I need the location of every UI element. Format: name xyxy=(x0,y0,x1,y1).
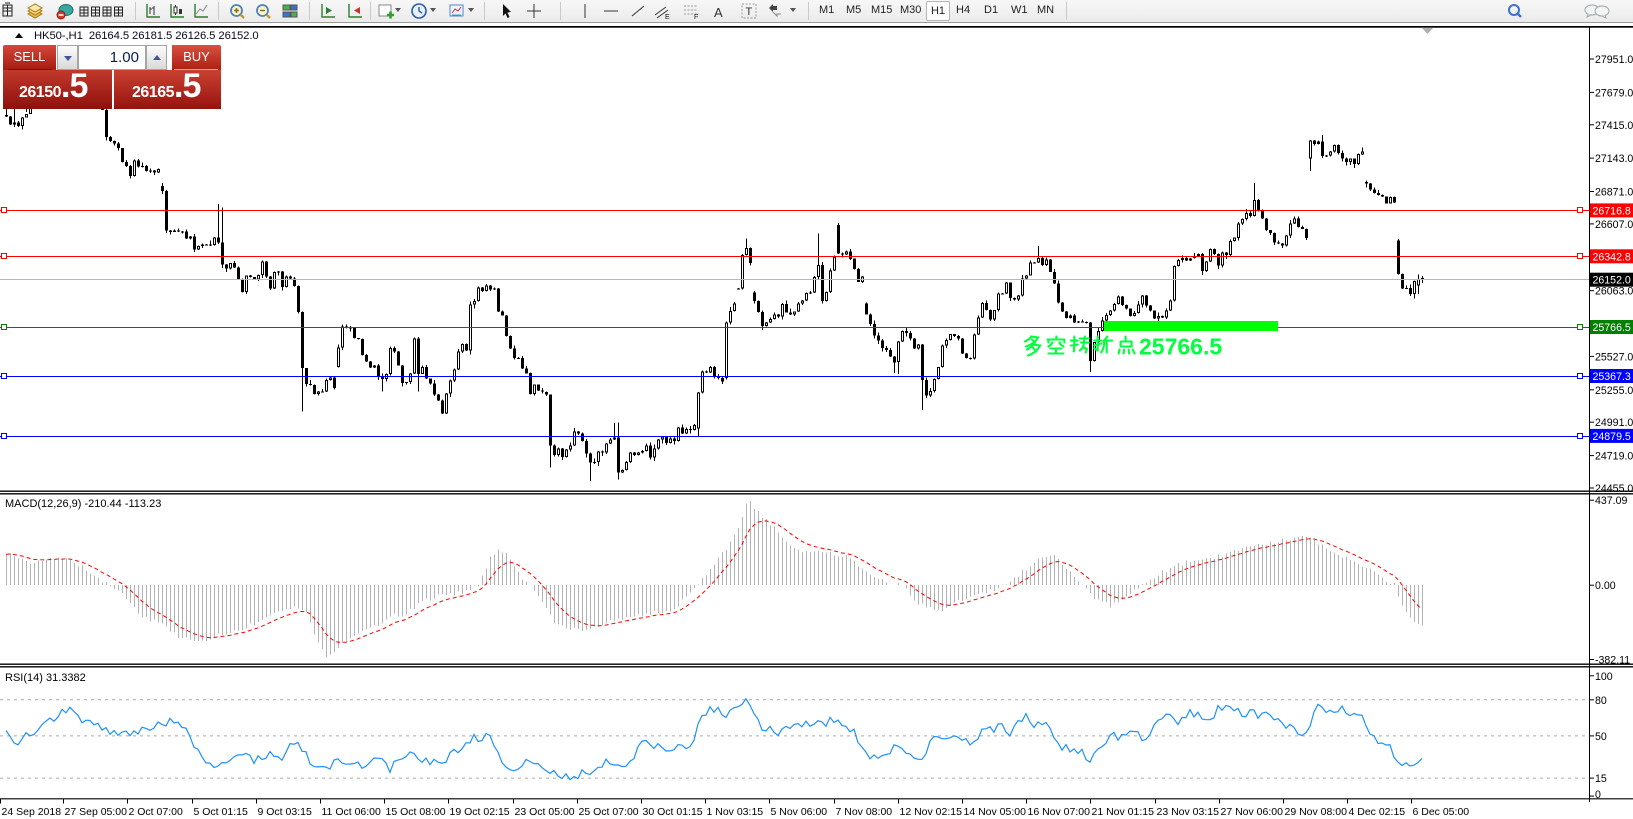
svg-text:16 Nov 07:00: 16 Nov 07:00 xyxy=(1028,806,1091,818)
svg-text:50: 50 xyxy=(1595,731,1607,743)
svg-text:RSI(14) 31.3382: RSI(14) 31.3382 xyxy=(5,672,86,684)
svg-text:12 Nov 02:15: 12 Nov 02:15 xyxy=(900,806,963,818)
svg-text:11 Oct 06:00: 11 Oct 06:00 xyxy=(322,806,382,818)
svg-text:E: E xyxy=(665,14,670,21)
svg-text:27415.0: 27415.0 xyxy=(1595,120,1633,132)
svg-text:F: F xyxy=(694,14,698,21)
svg-text:100: 100 xyxy=(1595,671,1613,683)
svg-text:26607.0: 26607.0 xyxy=(1595,219,1633,231)
svg-text:0: 0 xyxy=(1595,789,1601,801)
svg-text:25527.0: 25527.0 xyxy=(1595,351,1633,363)
svg-text:MACD(12,26,9) -210.44 -113.23: MACD(12,26,9) -210.44 -113.23 xyxy=(5,498,161,510)
svg-text:23 Nov 03:15: 23 Nov 03:15 xyxy=(1157,806,1220,818)
svg-text:15 Oct 08:00: 15 Oct 08:00 xyxy=(386,806,446,818)
svg-text:1 Nov 03:15: 1 Nov 03:15 xyxy=(707,806,764,818)
svg-text:4 Dec 02:15: 4 Dec 02:15 xyxy=(1349,806,1406,818)
svg-text:6 Dec 05:00: 6 Dec 05:00 xyxy=(1413,806,1470,818)
svg-text:0.00: 0.00 xyxy=(1595,580,1616,592)
svg-text:27 Nov 06:00: 27 Nov 06:00 xyxy=(1221,806,1284,818)
svg-text:5 Nov 06:00: 5 Nov 06:00 xyxy=(771,806,828,818)
svg-text:30 Oct 01:15: 30 Oct 01:15 xyxy=(643,806,703,818)
svg-text:27143.0: 27143.0 xyxy=(1595,153,1633,165)
svg-text:19 Oct 02:15: 19 Oct 02:15 xyxy=(450,806,510,818)
svg-text:24991.0: 24991.0 xyxy=(1595,417,1633,429)
svg-text:7 Nov 08:00: 7 Nov 08:00 xyxy=(836,806,893,818)
svg-text:5 Oct 01:15: 5 Oct 01:15 xyxy=(194,806,248,818)
svg-text:25255.0: 25255.0 xyxy=(1595,385,1633,397)
svg-text:21 Nov 01:15: 21 Nov 01:15 xyxy=(1092,806,1155,818)
svg-text:25367.3: 25367.3 xyxy=(1593,371,1631,383)
svg-text:24719.0: 24719.0 xyxy=(1595,451,1633,463)
svg-text:24879.5: 24879.5 xyxy=(1593,431,1631,443)
svg-text:25766.5: 25766.5 xyxy=(1139,334,1222,360)
svg-text:80: 80 xyxy=(1595,695,1607,707)
svg-text:27679.0: 27679.0 xyxy=(1595,87,1633,99)
svg-text:-382.11: -382.11 xyxy=(1595,655,1630,667)
svg-text:T: T xyxy=(746,6,753,18)
svg-text:26342.8: 26342.8 xyxy=(1593,251,1631,263)
svg-text:29 Nov 08:00: 29 Nov 08:00 xyxy=(1285,806,1348,818)
svg-text:23 Oct 05:00: 23 Oct 05:00 xyxy=(515,806,575,818)
svg-text:25766.5: 25766.5 xyxy=(1593,322,1631,334)
svg-text:26716.8: 26716.8 xyxy=(1593,205,1631,217)
svg-text:26152.0: 26152.0 xyxy=(1593,275,1631,287)
svg-text:26871.0: 26871.0 xyxy=(1595,187,1633,199)
svg-text:14 Nov 05:00: 14 Nov 05:00 xyxy=(964,806,1027,818)
svg-text:437.09: 437.09 xyxy=(1595,495,1628,507)
svg-text:15: 15 xyxy=(1595,773,1607,785)
svg-text:9 Oct 03:15: 9 Oct 03:15 xyxy=(258,806,312,818)
svg-text:27951.0: 27951.0 xyxy=(1595,54,1633,66)
svg-text:27 Sep 05:00: 27 Sep 05:00 xyxy=(65,806,128,818)
svg-text:2 Oct 07:00: 2 Oct 07:00 xyxy=(129,806,183,818)
svg-text:26063.0: 26063.0 xyxy=(1595,286,1633,298)
svg-text:24455.0: 24455.0 xyxy=(1595,483,1633,495)
svg-text:24 Sep 2018: 24 Sep 2018 xyxy=(2,806,62,818)
svg-text:25 Oct 07:00: 25 Oct 07:00 xyxy=(579,806,639,818)
